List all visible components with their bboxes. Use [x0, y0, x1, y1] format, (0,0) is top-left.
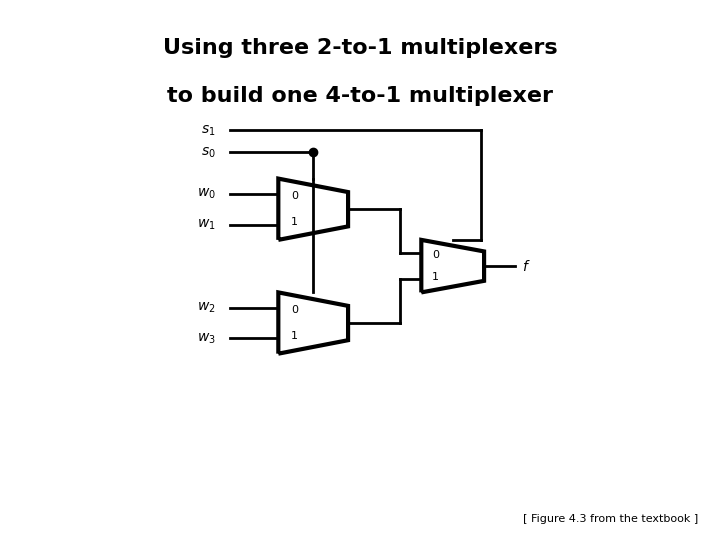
- Text: to build one 4-to-1 multiplexer: to build one 4-to-1 multiplexer: [167, 86, 553, 106]
- Text: $w_3$: $w_3$: [197, 331, 215, 346]
- Text: 1: 1: [291, 218, 298, 227]
- Text: $w_1$: $w_1$: [197, 218, 215, 232]
- Text: $s_1$: $s_1$: [201, 123, 215, 138]
- Text: 0: 0: [291, 305, 298, 315]
- Text: 1: 1: [432, 272, 438, 282]
- Text: $w_0$: $w_0$: [197, 187, 215, 201]
- Text: [ Figure 4.3 from the textbook ]: [ Figure 4.3 from the textbook ]: [523, 514, 698, 524]
- Text: $s_0$: $s_0$: [201, 145, 215, 159]
- Text: $w_2$: $w_2$: [197, 301, 215, 315]
- Text: 0: 0: [432, 250, 438, 260]
- Text: 1: 1: [291, 331, 298, 341]
- Text: $f$: $f$: [523, 259, 531, 274]
- Text: 0: 0: [291, 191, 298, 201]
- Text: Using three 2-to-1 multiplexers: Using three 2-to-1 multiplexers: [163, 38, 557, 58]
